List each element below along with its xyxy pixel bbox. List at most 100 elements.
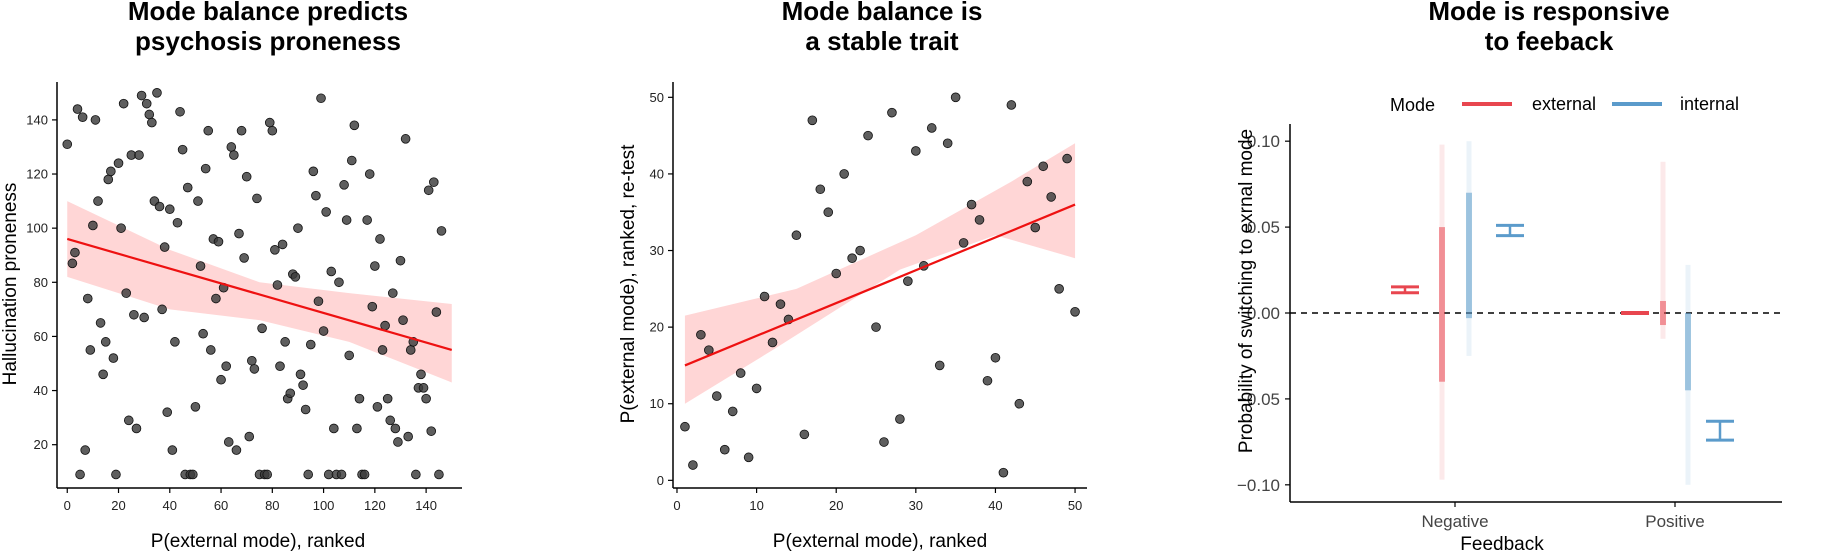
p1-point-142 — [429, 177, 439, 187]
p1-point-116 — [362, 215, 372, 225]
panel-3-title-line-2: to feeback — [1485, 26, 1614, 56]
p1-point-62 — [223, 437, 234, 447]
p1-point-123 — [380, 320, 390, 331]
panel-2-title-line-2: a stable trait — [805, 26, 959, 56]
p1-point-111 — [349, 120, 360, 131]
p1-point-106 — [336, 469, 347, 480]
p2-point-40 — [998, 467, 1009, 478]
p1-point-15 — [103, 174, 114, 185]
p1-point-34 — [152, 88, 162, 98]
p1-point-102 — [326, 266, 337, 277]
p1-y-tick-label-6: 140 — [26, 112, 48, 127]
p2-point-19 — [831, 268, 842, 279]
p1-point-81 — [272, 280, 283, 290]
p2-y-tick-label-1: 10 — [650, 396, 664, 411]
errorbar-external-negative — [1391, 285, 1419, 295]
p1-point-3 — [72, 104, 83, 114]
p1-point-80 — [270, 245, 280, 255]
p1-point-58 — [213, 236, 224, 247]
p1-point-125 — [385, 415, 396, 426]
p1-point-32 — [147, 117, 157, 128]
p1-point-23 — [123, 415, 134, 426]
p1-x-tick-label-0: 0 — [64, 498, 71, 513]
p1-point-26 — [131, 423, 142, 434]
p1-point-112 — [352, 423, 362, 434]
p2-point-23 — [863, 130, 873, 141]
panel-1-regression-line — [66, 237, 453, 352]
p1-point-63 — [226, 142, 237, 152]
p1-point-57 — [211, 293, 221, 304]
p1-point-52 — [198, 328, 208, 339]
panel-3-y-tick-label-0: −0.10 — [1237, 476, 1280, 495]
p1-point-99 — [318, 326, 329, 336]
p2-point-17 — [815, 184, 826, 195]
p1-point-128 — [393, 437, 403, 447]
p1-point-28 — [136, 90, 147, 101]
p1-point-13 — [98, 369, 108, 380]
p1-point-20 — [116, 223, 126, 233]
p1-point-89 — [293, 223, 303, 233]
p1-point-25 — [129, 309, 139, 320]
p1-point-121 — [375, 234, 385, 244]
p1-point-38 — [162, 407, 173, 418]
p1-point-75 — [257, 323, 267, 334]
p1-point-53 — [200, 163, 211, 174]
errorbar-internal-negative — [1496, 223, 1524, 238]
panel-2-title-line-1: Mode balance is — [782, 0, 983, 26]
p1-y-tick-label-5: 120 — [26, 167, 48, 182]
p1-point-36 — [157, 304, 167, 315]
panel-1-x-label: P(external mode), ranked — [151, 531, 365, 552]
p2-point-21 — [847, 253, 857, 263]
p1-point-19 — [113, 158, 124, 169]
p1-point-132 — [403, 431, 413, 442]
p1-point-140 — [423, 185, 434, 196]
p1-x-tick-label-2: 40 — [163, 498, 177, 513]
spread-core-external-positive — [1660, 300, 1666, 326]
p1-point-79 — [267, 125, 278, 136]
p1-point-124 — [382, 393, 393, 404]
p1-point-107 — [339, 180, 349, 190]
p1-y-tick-label-1: 40 — [34, 383, 48, 398]
p1-point-39 — [164, 204, 175, 215]
p2-x-tick-label-3: 30 — [909, 498, 923, 513]
panel-3-y-tick-label-3: 0.05 — [1247, 218, 1280, 237]
panel-1-title-line-2: psychosis proneness — [135, 26, 401, 56]
panel-3-y-tick-label-4: 0.10 — [1247, 132, 1280, 151]
p1-point-144 — [434, 469, 444, 480]
panel-1-x-ticks: 0 20 40 60 80 100 120 140 — [64, 488, 437, 513]
panel-3-title-line-1: Mode is responsive — [1428, 0, 1669, 26]
p1-point-14 — [100, 337, 111, 347]
panel-3: Mode is responsive to feeback Mode exter… — [1236, 0, 1782, 555]
p1-point-54 — [203, 125, 214, 136]
p1-point-143 — [431, 307, 442, 317]
p1-point-18 — [111, 469, 121, 480]
p1-point-10 — [90, 115, 101, 125]
p2-point-46 — [1046, 192, 1056, 202]
p1-point-50 — [193, 196, 203, 206]
p2-point-2 — [696, 329, 706, 340]
panel-1-y-label: Hallucination proneness — [0, 183, 21, 386]
p1-y-tick-label-2: 60 — [34, 329, 48, 344]
p1-point-72 — [249, 364, 260, 374]
p1-point-83 — [277, 239, 288, 250]
p1-point-17 — [108, 353, 119, 363]
p1-point-61 — [221, 361, 231, 372]
spread-core-external-negative — [1439, 227, 1445, 382]
p2-x-tick-label-1: 10 — [749, 498, 763, 513]
p2-point-42 — [1014, 398, 1025, 409]
p2-point-27 — [895, 414, 905, 424]
p2-point-4 — [711, 391, 722, 401]
p2-point-7 — [735, 368, 746, 378]
p1-point-82 — [275, 361, 285, 372]
panel-2-x-ticks: 0 10 20 30 40 50 — [673, 488, 1082, 513]
p1-point-70 — [244, 431, 255, 442]
p1-point-40 — [167, 445, 178, 455]
panel-3-y-label: Probability of switching to exrnal mode — [1236, 129, 1257, 453]
p1-point-100 — [321, 207, 331, 217]
panel-2-x-label: P(external mode), ranked — [773, 531, 987, 552]
p2-y-tick-label-5: 50 — [650, 90, 664, 105]
p1-point-11 — [93, 196, 103, 206]
p1-point-84 — [280, 337, 290, 347]
p1-point-48 — [188, 469, 198, 480]
panel-1-title-line-1: Mode balance predicts — [128, 0, 408, 26]
